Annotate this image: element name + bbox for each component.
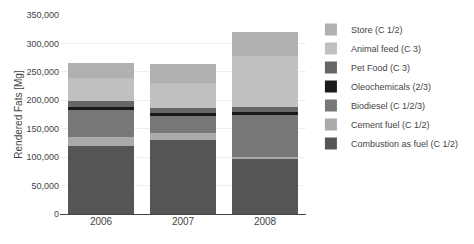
svg-text:Combustion as fuel (C 1/2): Combustion as fuel (C 1/2) xyxy=(351,139,458,149)
svg-text:300,000: 300,000 xyxy=(26,39,59,49)
svg-text:350,000: 350,000 xyxy=(26,10,59,20)
svg-text:250,000: 250,000 xyxy=(26,67,59,77)
svg-text:2007: 2007 xyxy=(172,216,195,227)
svg-text:50,000: 50,000 xyxy=(31,181,59,191)
svg-text:0: 0 xyxy=(54,209,59,219)
svg-text:2006: 2006 xyxy=(90,216,113,227)
svg-text:200,000: 200,000 xyxy=(26,95,59,105)
svg-text:Pet Food (C 3): Pet Food (C 3) xyxy=(351,63,410,73)
svg-text:150,000: 150,000 xyxy=(26,124,59,134)
svg-text:Cement fuel (C 1/2): Cement fuel (C 1/2) xyxy=(351,120,430,130)
svg-text:100,000: 100,000 xyxy=(26,152,59,162)
svg-text:Rendered Fats [Mg]: Rendered Fats [Mg] xyxy=(13,70,24,159)
svg-text:Store (C 1/2): Store (C 1/2) xyxy=(351,25,403,35)
svg-text:2008: 2008 xyxy=(254,216,277,227)
svg-text:Animal feed (C 3): Animal feed (C 3) xyxy=(351,44,421,54)
svg-text:Biodiesel (C 1/2/3): Biodiesel (C 1/2/3) xyxy=(351,101,425,111)
svg-text:Oleochemicals (2/3): Oleochemicals (2/3) xyxy=(351,82,431,92)
